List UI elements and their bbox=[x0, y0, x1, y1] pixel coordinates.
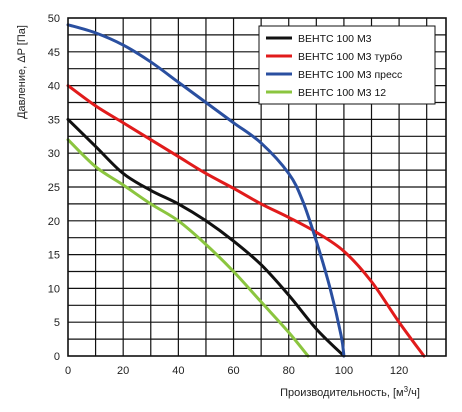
y-tick-label: 30 bbox=[48, 148, 60, 160]
x-tick-label: 80 bbox=[283, 365, 295, 377]
y-tick-label: 20 bbox=[48, 216, 60, 228]
x-tick-label: 100 bbox=[335, 365, 353, 377]
y-tick-label: 15 bbox=[48, 250, 60, 262]
y-tick-label: 35 bbox=[48, 114, 60, 126]
series-layer bbox=[66, 23, 426, 358]
x-tick-label: 0 bbox=[65, 365, 71, 377]
y-axis-label: Давление, ΔP [Па] bbox=[16, 25, 28, 119]
y-axis-ticks: 0 5 10 15 20 25 30 35 40 45 50 bbox=[48, 13, 60, 363]
series-line-1 bbox=[66, 117, 346, 358]
x-axis-ticks: 0 20 40 60 80 100 120 bbox=[65, 365, 408, 377]
y-tick-label: 10 bbox=[48, 283, 60, 295]
series-line-3 bbox=[66, 23, 346, 358]
x-tick-label: 20 bbox=[117, 365, 129, 377]
y-tick-label: 5 bbox=[54, 317, 60, 329]
x-axis-label: Производительность, [м3/ч] bbox=[280, 385, 420, 399]
y-tick-label: 45 bbox=[48, 47, 60, 59]
plot-frame bbox=[67, 17, 447, 357]
x-tick-label: 40 bbox=[172, 365, 184, 377]
y-tick-label: 0 bbox=[54, 351, 60, 363]
x-axis-label-suffix: /ч] bbox=[408, 387, 420, 399]
legend-label-2: ВЕНТС 100 М3 турбо bbox=[298, 51, 402, 63]
y-tick-label: 50 bbox=[48, 13, 60, 25]
x-tick-label: 120 bbox=[390, 365, 408, 377]
legend-label-3: ВЕНТС 100 М3 пресс bbox=[298, 69, 402, 81]
legend-label-1: ВЕНТС 100 М3 bbox=[298, 33, 372, 45]
legend: ВЕНТС 100 М3 ВЕНТС 100 М3 турбо ВЕНТС 100 … bbox=[258, 25, 436, 105]
x-axis-label-main: Производительность, [м bbox=[280, 387, 404, 399]
x-axis-label-sup: 3 bbox=[404, 385, 409, 394]
legend-items: ВЕНТС 100 М3 ВЕНТС 100 М3 турбо ВЕНТС 100 … bbox=[266, 33, 402, 99]
x-tick-label: 60 bbox=[227, 365, 239, 377]
y-tick-label: 40 bbox=[48, 81, 60, 93]
y-tick-label: 25 bbox=[48, 182, 60, 194]
legend-label-4: ВЕНТС 100 М3 12 bbox=[298, 87, 386, 99]
series-line-4 bbox=[66, 138, 310, 358]
series-line-2 bbox=[66, 84, 426, 358]
